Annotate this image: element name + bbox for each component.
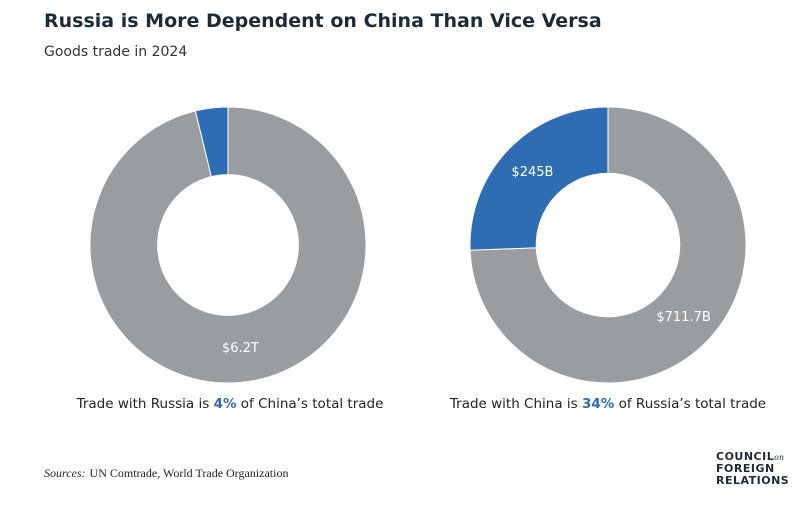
donut-slice — [194, 106, 229, 178]
logo-text: on — [774, 452, 785, 462]
logo-text: RELATIONS — [716, 474, 790, 487]
sources-text: UN Comtrade, World Trade Organization — [89, 466, 289, 480]
donut-slice — [469, 106, 609, 251]
caption-text: of Russia’s total trade — [618, 396, 767, 412]
slice-label: $245B — [511, 165, 553, 180]
caption: Trade with Russia is 4% of China’s total… — [77, 396, 384, 412]
slice-label: $711.7B — [656, 310, 710, 325]
logo-text: COUNCIL — [716, 450, 775, 463]
caption-text: Trade with Russia is — [76, 396, 210, 412]
caption: Trade with China is 34% of Russia’s tota… — [450, 396, 766, 412]
caption-highlight: 34% — [582, 396, 615, 412]
logo-text: FOREIGN — [716, 462, 775, 475]
sources-label: Sources: — [44, 466, 86, 480]
donut-slice — [89, 106, 367, 384]
caption-text: of China’s total trade — [240, 396, 384, 412]
caption-text: Trade with China is — [449, 396, 578, 412]
logo: COUNCILon FOREIGN RELATIONS — [716, 451, 789, 487]
slice-label: $6.2T — [222, 341, 259, 356]
caption-highlight: 4% — [213, 396, 237, 412]
subtitle: Goods trade in 2024 — [44, 44, 188, 60]
title: Russia is More Dependent on China Than V… — [44, 10, 602, 32]
sources: Sources: UN Comtrade, World Trade Organiz… — [44, 466, 288, 481]
donut-slice — [469, 106, 747, 384]
